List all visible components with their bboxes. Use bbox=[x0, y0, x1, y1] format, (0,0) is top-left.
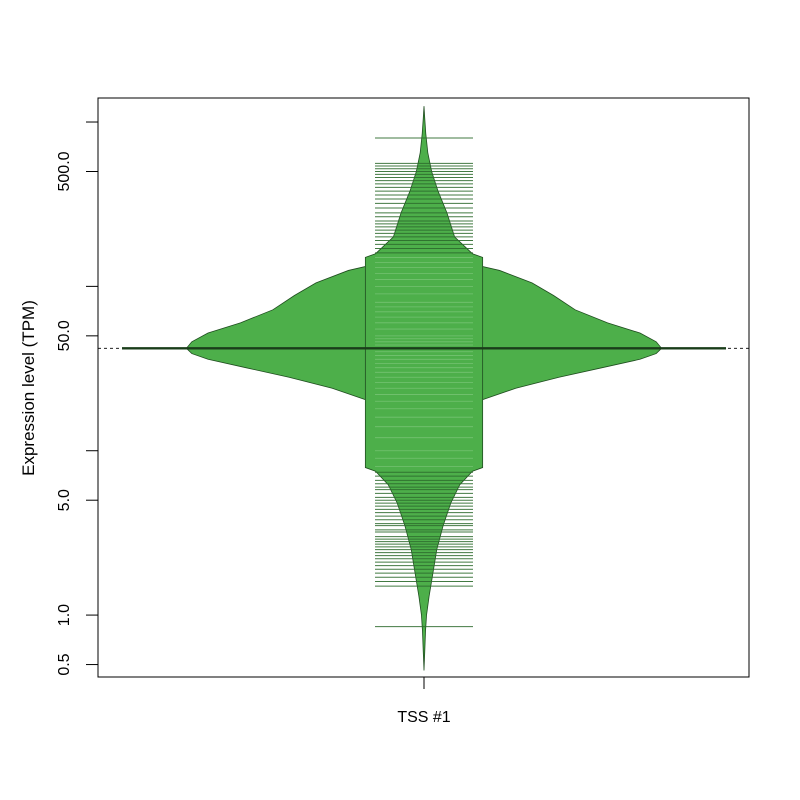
y-tick-label: 50.0 bbox=[56, 320, 73, 351]
x-axis: TSS #1 bbox=[397, 677, 451, 726]
y-axis-title: Expression level (TPM) bbox=[19, 300, 38, 476]
y-tick-label: 5.0 bbox=[56, 489, 73, 511]
y-tick-label: 1.0 bbox=[56, 604, 73, 626]
y-axis: 0.5 1.0 5.0 50.0 500.0 bbox=[56, 121, 98, 676]
x-category-label: TSS #1 bbox=[397, 709, 450, 726]
y-tick-label: 500.0 bbox=[56, 151, 73, 191]
y-tick-label: 0.5 bbox=[56, 653, 73, 675]
rug-layer bbox=[375, 137, 473, 628]
